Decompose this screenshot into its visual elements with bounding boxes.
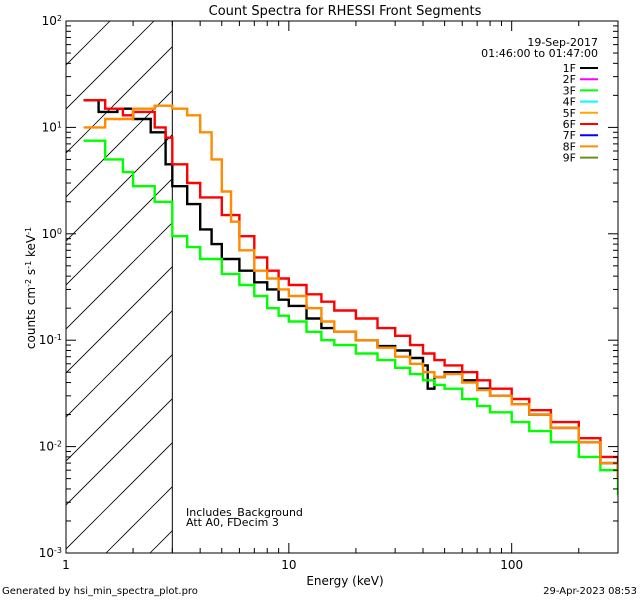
chart-title: Count Spectra for RHESSI Front Segments <box>209 4 482 19</box>
x-tick-label-2: 100 <box>500 558 523 572</box>
y-tick-label-3: 10-1 <box>39 333 62 348</box>
legend-label-5F: 5F <box>563 107 576 120</box>
plot-frame <box>65 20 619 554</box>
hatch-line-19 <box>370 21 640 553</box>
hatch-line-8 <box>66 266 173 374</box>
y-label-part-0: counts cm <box>24 287 38 349</box>
y-tick-label-4: 10-2 <box>39 439 62 454</box>
hatch-line-5 <box>66 134 173 242</box>
axis-ticks: 1 10 100 102 101 100 10-1 10-2 10-3 <box>39 14 619 572</box>
hatch-line-13 <box>105 486 173 553</box>
series-line-1F <box>83 99 618 479</box>
legend-label-1F: 1F <box>563 62 576 75</box>
hatch-line-25 <box>634 21 640 553</box>
x-axis-label: Energy (keV) <box>306 574 383 588</box>
x-tick-label-1: 10 <box>281 558 296 572</box>
footer-timestamp: 29-Apr-2023 08:53 <box>543 586 637 597</box>
y-label-part-2: s <box>24 269 38 279</box>
y-tick-label-1: 101 <box>42 120 62 135</box>
y-tick-label-2: 100 <box>42 226 62 241</box>
y-label-part-4: keV <box>24 234 38 261</box>
hatch-line-10 <box>66 354 173 462</box>
hatch-line-6 <box>66 178 173 286</box>
date-label: 19-Sep-2017 <box>527 36 598 49</box>
hatch-line-21 <box>458 21 640 553</box>
y-tick-label-5: 10-3 <box>39 546 62 561</box>
hatch-line-12 <box>66 442 173 550</box>
y-tick-label-0: 102 <box>42 14 62 29</box>
annotation-background: Includes_Background <box>186 506 303 519</box>
legend-label-3F: 3F <box>563 84 576 97</box>
hatch-line-16 <box>238 21 640 553</box>
legend-label-2F: 2F <box>563 73 576 86</box>
legend-label-8F: 8F <box>563 140 576 153</box>
legend-label-4F: 4F <box>563 96 576 109</box>
series-line-8F <box>83 104 618 479</box>
hatch-line-11 <box>66 398 173 506</box>
footer-generated-by: Generated by hsi_min_spectra_plot.pro <box>2 586 198 597</box>
hatch-line-7 <box>66 222 173 330</box>
hatch-line-20 <box>414 21 640 553</box>
y-label-part-3: -1 <box>24 261 33 269</box>
time-range-label: 01:46:00 to 01:47:00 <box>481 47 598 60</box>
y-axis-label: counts cm-2 s-1 keV-1 <box>24 227 39 349</box>
hatch-line-9 <box>66 310 173 418</box>
series-line-3F <box>83 139 618 496</box>
legend-label-6F: 6F <box>563 118 576 131</box>
y-label-part-5: -1 <box>24 227 33 235</box>
series-line-6F <box>83 99 618 471</box>
annotation-attenuator: Att A0, FDecim 3 <box>186 516 279 529</box>
x-tick-label-0: 1 <box>62 558 70 572</box>
legend-label-7F: 7F <box>563 129 576 142</box>
y-label-part-1: -2 <box>24 279 33 287</box>
legend-label-9F: 9F <box>563 152 576 165</box>
series-group <box>83 99 618 496</box>
